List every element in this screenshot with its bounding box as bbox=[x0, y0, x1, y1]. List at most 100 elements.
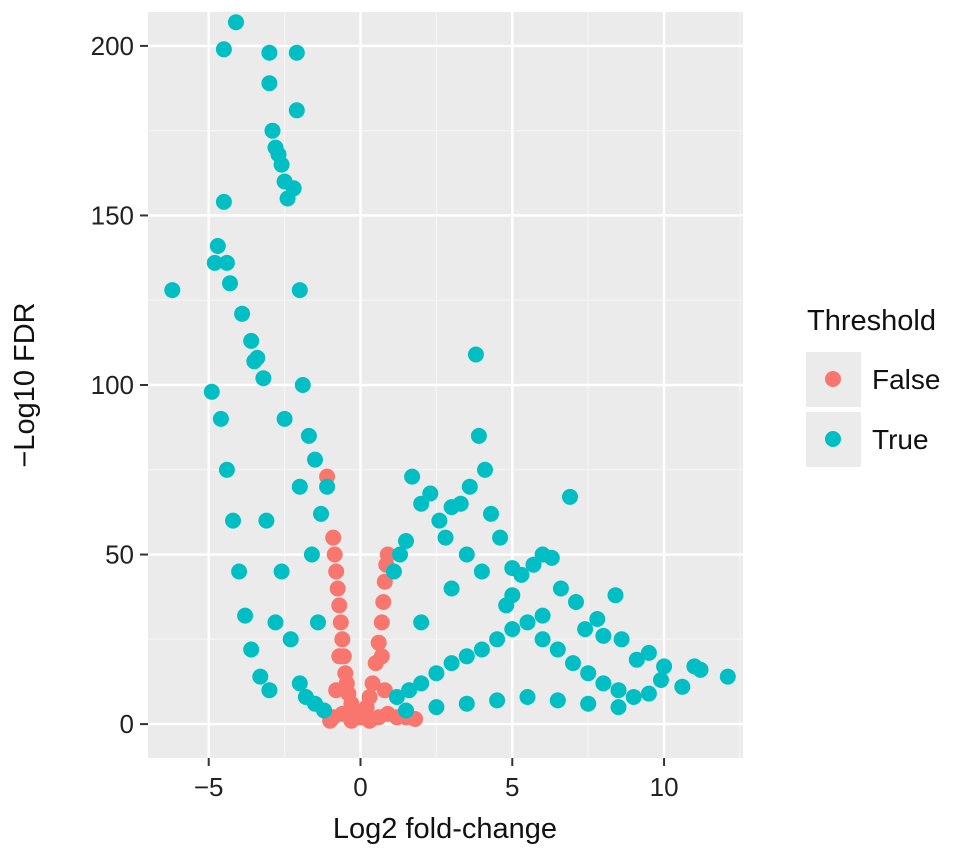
x-tick-label: 5 bbox=[505, 772, 519, 802]
data-point-true bbox=[568, 594, 584, 610]
data-point-true bbox=[401, 682, 418, 699]
data-point-true bbox=[231, 563, 248, 580]
data-point-true bbox=[291, 675, 308, 692]
data-point-true bbox=[404, 468, 421, 485]
data-point-true bbox=[525, 556, 542, 573]
data-point-true bbox=[413, 614, 430, 631]
data-point-true bbox=[458, 695, 475, 712]
data-point-true bbox=[273, 156, 290, 173]
data-point-true bbox=[413, 495, 430, 512]
data-point-true bbox=[610, 699, 627, 716]
legend-key-true bbox=[825, 431, 841, 447]
data-point-true bbox=[640, 644, 657, 661]
data-point-true bbox=[316, 702, 333, 719]
legend-label-false: False bbox=[872, 364, 940, 395]
data-point-true bbox=[443, 655, 460, 672]
data-point-true bbox=[398, 702, 414, 719]
y-tick-label: 100 bbox=[91, 370, 134, 400]
data-point-true bbox=[492, 529, 509, 546]
data-point-true bbox=[498, 597, 515, 614]
data-point-true bbox=[513, 566, 530, 583]
data-point-true bbox=[610, 682, 627, 699]
data-point-true bbox=[264, 122, 281, 139]
y-tick-label: 50 bbox=[105, 540, 134, 570]
data-point-false bbox=[329, 580, 346, 597]
x-tick-label: 10 bbox=[650, 772, 679, 802]
data-point-true bbox=[580, 665, 597, 682]
data-point-true bbox=[215, 193, 232, 210]
x-axis-title: Log2 fold-change bbox=[333, 813, 557, 845]
data-point-true bbox=[276, 410, 293, 427]
data-point-true bbox=[291, 282, 308, 299]
data-point-true bbox=[656, 658, 673, 675]
data-point-true bbox=[261, 75, 278, 92]
data-point-true bbox=[625, 689, 642, 705]
data-point-true bbox=[249, 349, 266, 366]
data-point-true bbox=[218, 461, 235, 478]
data-point-true bbox=[388, 689, 405, 705]
data-point-true bbox=[519, 689, 536, 705]
data-point-true bbox=[458, 546, 475, 563]
data-point-false bbox=[373, 648, 390, 665]
data-point-false bbox=[325, 529, 342, 546]
legend-label-true: True bbox=[872, 424, 929, 455]
legend-key-false bbox=[825, 371, 841, 387]
data-point-false bbox=[343, 712, 360, 729]
y-tick-label: 150 bbox=[91, 200, 134, 230]
data-point-true bbox=[565, 655, 581, 672]
data-point-true bbox=[261, 682, 278, 699]
data-point-true bbox=[398, 533, 414, 549]
data-point-true bbox=[222, 275, 238, 292]
data-point-true bbox=[291, 478, 308, 495]
data-point-true bbox=[431, 512, 448, 529]
data-point-true bbox=[473, 641, 490, 658]
data-point-true bbox=[252, 668, 269, 685]
data-point-true bbox=[692, 661, 709, 678]
data-point-true bbox=[719, 668, 736, 685]
data-point-true bbox=[218, 254, 235, 271]
data-point-false bbox=[328, 682, 345, 699]
data-point-true bbox=[300, 427, 317, 444]
data-point-true bbox=[428, 665, 445, 682]
data-point-true bbox=[206, 254, 223, 271]
data-point-false bbox=[332, 614, 349, 631]
data-point-true bbox=[674, 678, 691, 695]
data-point-true bbox=[443, 580, 460, 597]
data-point-true bbox=[467, 346, 484, 363]
data-point-true bbox=[504, 621, 521, 638]
data-point-true bbox=[595, 675, 612, 692]
data-point-true bbox=[470, 427, 487, 444]
data-point-true bbox=[452, 495, 469, 512]
data-point-false bbox=[326, 546, 343, 563]
data-point-true bbox=[313, 505, 329, 522]
data-point-true bbox=[422, 485, 439, 502]
data-point-true bbox=[288, 102, 305, 119]
data-point-true bbox=[203, 383, 220, 400]
x-tick-label: −5 bbox=[194, 772, 224, 802]
data-point-true bbox=[580, 695, 597, 712]
data-point-true bbox=[255, 370, 272, 387]
data-point-false bbox=[361, 689, 378, 705]
data-point-true bbox=[225, 512, 241, 529]
data-point-true bbox=[607, 587, 624, 604]
data-point-true bbox=[288, 44, 305, 61]
data-point-true bbox=[243, 332, 260, 349]
data-point-true bbox=[164, 282, 181, 299]
data-point-true bbox=[215, 41, 232, 58]
data-point-true bbox=[562, 488, 578, 505]
data-point-true bbox=[534, 631, 551, 648]
data-point-true bbox=[385, 563, 402, 580]
data-point-false bbox=[370, 634, 387, 651]
data-point-true bbox=[519, 614, 536, 631]
data-point-true bbox=[458, 648, 475, 665]
data-point-true bbox=[489, 692, 506, 709]
data-point-false bbox=[364, 675, 381, 692]
data-point-true bbox=[653, 672, 669, 688]
data-point-true bbox=[228, 14, 244, 31]
y-tick-label: 200 bbox=[91, 31, 134, 61]
data-point-false bbox=[328, 563, 345, 580]
data-point-true bbox=[212, 410, 229, 427]
data-point-true bbox=[628, 651, 645, 668]
y-tick-label: 0 bbox=[120, 709, 134, 739]
data-point-true bbox=[243, 641, 260, 658]
